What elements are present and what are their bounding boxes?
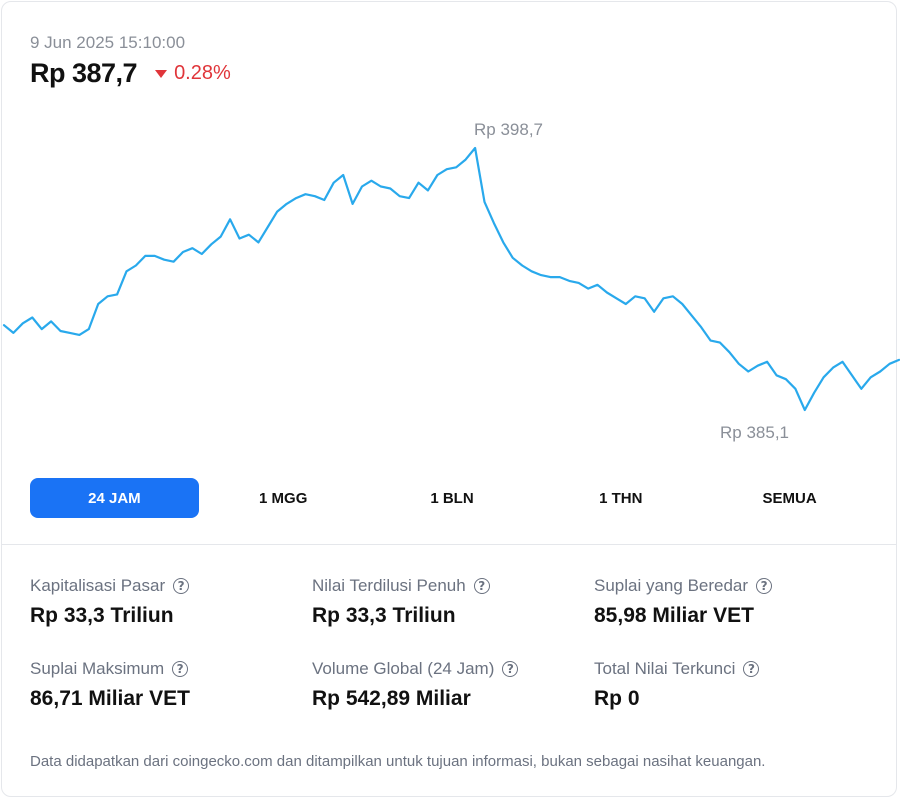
- disclaimer-text: Data didapatkan dari coingecko.com dan d…: [30, 753, 766, 770]
- price-row: Rp 387,7 0.28%: [30, 58, 231, 89]
- stat-label: Suplai Maksimum?: [30, 659, 312, 679]
- tab-1-mgg[interactable]: 1 MGG: [259, 489, 308, 507]
- stat-item: Nilai Terdilusi Penuh? Rp 33,3 Triliun: [312, 576, 594, 628]
- tab-1-thn[interactable]: 1 THN: [599, 489, 643, 507]
- price-timestamp: 9 Jun 2025 15:10:00: [30, 33, 186, 52]
- stat-label: Nilai Terdilusi Penuh?: [312, 576, 594, 596]
- stat-label-text: Suplai yang Beredar: [594, 576, 749, 595]
- price-change: 0.28%: [155, 62, 231, 85]
- stat-label-text: Volume Global (24 Jam): [312, 659, 495, 678]
- help-icon[interactable]: ?: [743, 661, 760, 677]
- stat-item: Suplai Maksimum? 86,71 Miliar VET: [30, 659, 312, 711]
- stat-label-text: Nilai Terdilusi Penuh: [312, 576, 466, 595]
- stat-label-text: Total Nilai Terkunci: [594, 659, 736, 678]
- help-icon[interactable]: ?: [502, 661, 519, 677]
- current-price: Rp 387,7: [30, 58, 138, 88]
- stat-value: Rp 542,89 Miliar: [312, 687, 471, 710]
- stat-item: Kapitalisasi Pasar? Rp 33,3 Triliun: [30, 576, 312, 628]
- stat-item: Total Nilai Terkunci? Rp 0: [594, 659, 876, 711]
- stat-label-text: Suplai Maksimum: [30, 659, 165, 678]
- stat-value: Rp 0: [594, 687, 640, 710]
- stat-value: Rp 33,3 Triliun: [312, 604, 456, 627]
- chart-min-label: Rp 385,1: [720, 423, 789, 442]
- stat-label: Suplai yang Beredar?: [594, 576, 876, 596]
- tab-24-jam[interactable]: 24 JAM: [30, 478, 199, 518]
- stat-label: Volume Global (24 Jam)?: [312, 659, 594, 679]
- help-icon[interactable]: ?: [172, 661, 189, 677]
- price-change-percent: 0.28%: [174, 62, 231, 84]
- help-icon[interactable]: ?: [756, 578, 773, 594]
- tab-1-bln[interactable]: 1 BLN: [430, 489, 474, 507]
- stat-item: Suplai yang Beredar? 85,98 Miliar VET: [594, 576, 876, 628]
- stat-item: Volume Global (24 Jam)? Rp 542,89 Miliar: [312, 659, 594, 711]
- timeframe-tabs: 24 JAM 1 MGG 1 BLN 1 THN SEMUA: [30, 478, 874, 518]
- stat-value: Rp 33,3 Triliun: [30, 604, 174, 627]
- help-icon[interactable]: ?: [173, 578, 190, 594]
- down-triangle-icon: [155, 70, 168, 78]
- tab-semua[interactable]: SEMUA: [762, 489, 817, 507]
- stat-value: 85,98 Miliar VET: [594, 604, 754, 627]
- divider: [2, 544, 896, 545]
- chart-max-label: Rp 398,7: [474, 120, 543, 139]
- market-stats: Kapitalisasi Pasar? Rp 33,3 Triliun Nilai …: [30, 576, 890, 711]
- stat-label: Kapitalisasi Pasar?: [30, 576, 312, 596]
- price-chart[interactable]: [2, 112, 900, 442]
- help-icon[interactable]: ?: [473, 578, 490, 594]
- stat-label-text: Kapitalisasi Pasar: [30, 576, 166, 595]
- price-line: [2, 146, 900, 412]
- stat-label: Total Nilai Terkunci?: [594, 659, 876, 679]
- stat-value: 86,71 Miliar VET: [30, 687, 190, 710]
